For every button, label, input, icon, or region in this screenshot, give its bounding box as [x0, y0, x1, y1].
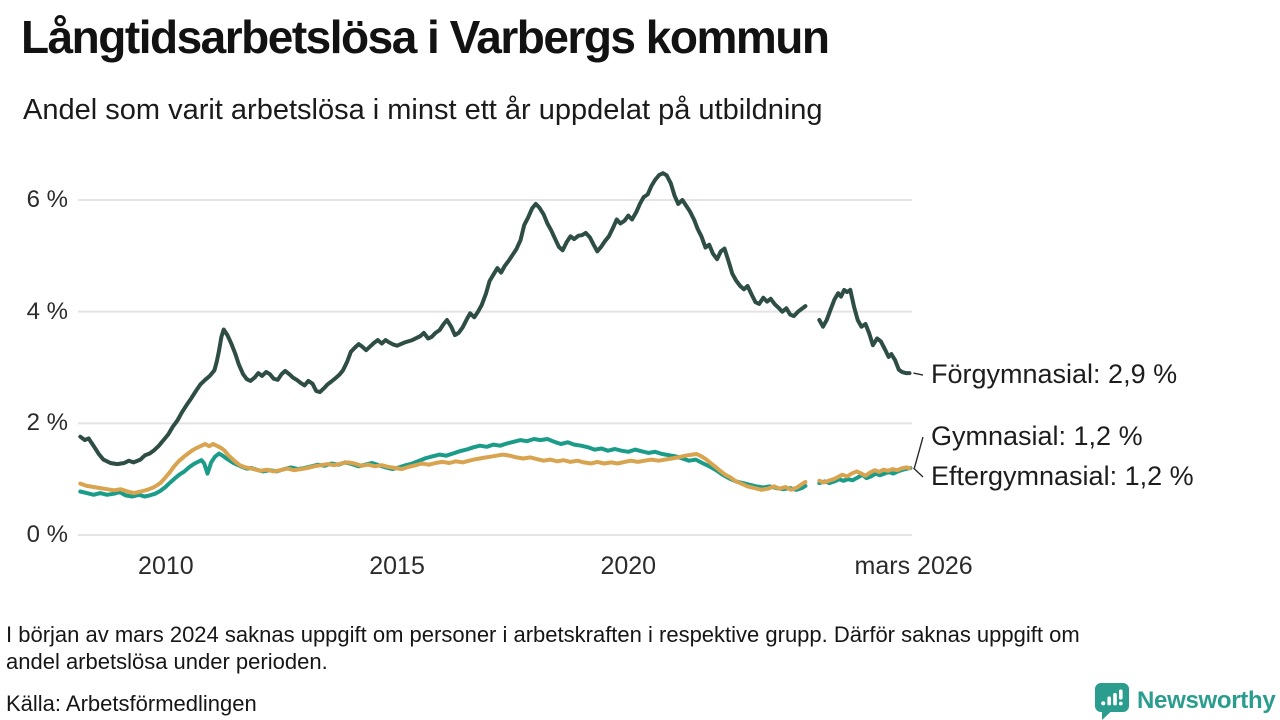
series-label-eftergymnasial: Eftergymnasial: 1,2 %	[931, 461, 1194, 491]
newsworthy-bubble-chart-icon	[1095, 683, 1129, 720]
series-line-forgymnasial	[817, 287, 912, 376]
series-line-gymnasial	[78, 437, 808, 499]
series-line-forgymnasial	[78, 171, 808, 467]
series-line-gymnasial	[817, 466, 913, 486]
footnote-line: I början av mars 2024 saknas uppgift om …	[6, 622, 1080, 647]
series-line-eftergymnasial	[817, 465, 912, 485]
series-line-eftergymnasial	[78, 442, 808, 496]
x-axis-tick-label: mars 2026	[854, 552, 973, 580]
page-subtitle: Andel som varit arbetslösa i minst ett å…	[23, 94, 823, 126]
y-axis-tick-label: 4 %	[26, 297, 68, 325]
y-axis-tick-label: 2 %	[26, 409, 68, 437]
series-label-gymnasial: Gymnasial: 1,2 %	[931, 421, 1143, 451]
page-title: Långtidsarbetslösa i Varbergs kommun	[21, 11, 830, 63]
y-axis-tick-label: 6 %	[26, 186, 68, 213]
y-axis-tick-label: 0 %	[26, 521, 68, 548]
x-axis-tick-label: 2020	[600, 552, 657, 580]
label-connector-gymnasial	[913, 436, 924, 469]
chart-footnote: I början av mars 2024 saknas uppgift om …	[6, 622, 1256, 676]
newsworthy-logo: Newsworthy	[1094, 682, 1276, 720]
source-note: Källa: Arbetsförmedlingen	[6, 691, 257, 716]
series-label-forgymnasial: Förgymnasial: 2,9 %	[931, 359, 1178, 390]
x-axis-tick-label: 2010	[138, 552, 194, 580]
footnote-line: andel arbetslösa under perioden.	[6, 648, 328, 674]
newsworthy-logo-text: Newsworthy	[1137, 687, 1276, 714]
label-connector-forgymnasial	[913, 372, 924, 376]
x-axis-tick-label: 2015	[369, 552, 425, 580]
label-connector-eftergymnasial	[912, 467, 924, 478]
